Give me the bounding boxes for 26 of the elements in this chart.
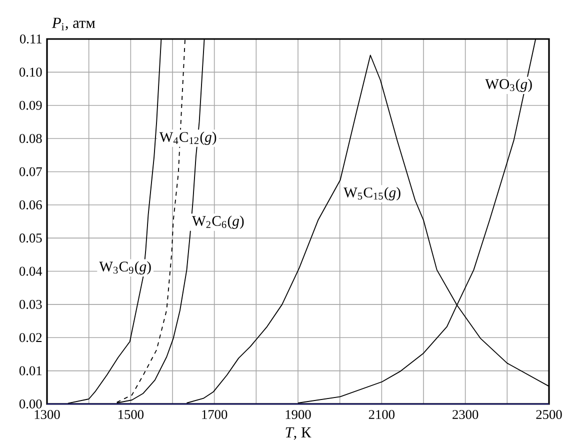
- y-tick-label: 0.11: [20, 34, 42, 44]
- annotation: W$_{3}$C$_{9}$(g): [99, 261, 151, 274]
- x-tick-label: 2300: [452, 410, 478, 420]
- y-tick-label: 0.07: [19, 167, 42, 176]
- x-tick-label: 1300: [34, 410, 60, 420]
- x-tick-label: 1500: [118, 410, 144, 420]
- y-tick-label: 0.09: [19, 100, 42, 110]
- x-axis-title: T, К: [286, 427, 312, 440]
- x-tick-label: 2100: [368, 410, 395, 420]
- annotation: W$_{4}$C$_{12}$(g): [159, 132, 216, 145]
- annotation: WO$_{3}$(g): [485, 78, 532, 92]
- y-tick-label: 0.02: [19, 333, 42, 342]
- y-tick-label: 0.06: [19, 200, 42, 210]
- y-tick-label: 0.03: [19, 300, 42, 309]
- y-tick-label: 0.10: [19, 68, 42, 77]
- x-tick-label: 1900: [286, 410, 311, 420]
- x-tick-label: 1700: [202, 410, 228, 420]
- y-tick-label: 0.00: [19, 399, 42, 409]
- x-tick-label: 2500: [536, 410, 562, 420]
- annotation: W$_{5}$C$_{15}$(g): [344, 187, 400, 200]
- y-tick-label: 0.05: [19, 234, 42, 243]
- y-tick-label: 0.04: [19, 266, 42, 276]
- y-tick-label: 0.01: [19, 366, 42, 376]
- annotation: W$_{2}$C$_{6}$(g): [192, 216, 244, 229]
- y-axis-title: P$_{i}$, атм: [52, 18, 96, 30]
- y-tick-label: 0.08: [19, 134, 42, 144]
